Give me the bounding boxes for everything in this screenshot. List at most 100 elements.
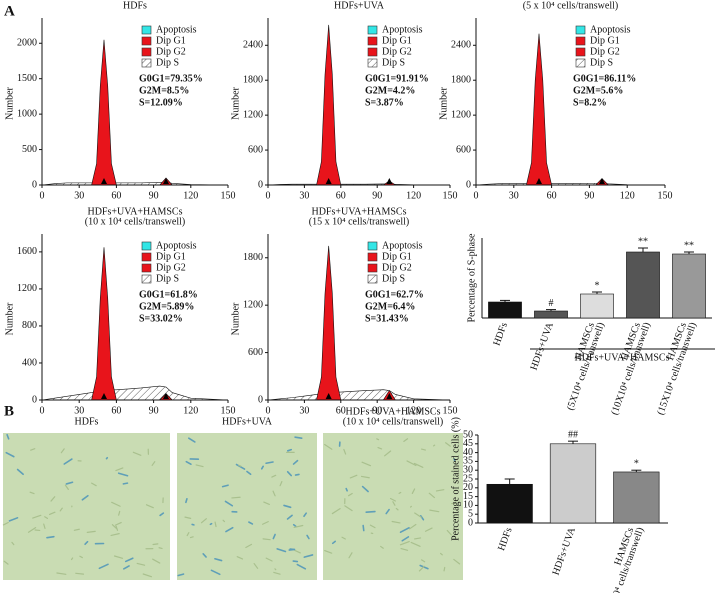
cell xyxy=(274,568,277,571)
cell xyxy=(189,536,194,539)
legend-label: Dip S xyxy=(590,57,613,68)
y-tick-label: 800 xyxy=(22,320,37,331)
cell xyxy=(331,508,341,515)
y-tick-label: 1800 xyxy=(451,75,471,86)
cell xyxy=(132,451,142,456)
legend-swatch xyxy=(367,263,378,273)
y-tick-label: 20 xyxy=(463,482,473,493)
cell xyxy=(124,557,134,563)
y-tick-label: 1200 xyxy=(243,299,263,310)
cell xyxy=(59,507,63,512)
stat-label: G0G1=61.8% xyxy=(139,289,198,300)
cell xyxy=(3,560,9,565)
legend-swatch xyxy=(141,25,152,35)
cell xyxy=(294,473,300,476)
chart-title: HDFs+UVA+HAMSCs xyxy=(523,0,618,1)
cell xyxy=(362,524,365,532)
cell xyxy=(303,512,307,518)
y-tick-label: 0 xyxy=(32,179,37,190)
cell xyxy=(413,537,422,540)
cell xyxy=(236,556,244,560)
y-tick-label: 1600 xyxy=(17,246,37,257)
cell xyxy=(151,461,156,466)
cell xyxy=(195,464,204,468)
cell xyxy=(50,496,56,502)
cell xyxy=(114,521,122,526)
peak-marker xyxy=(325,393,332,399)
cell xyxy=(246,470,252,476)
cell xyxy=(177,573,185,577)
y-tick-label: 2400 xyxy=(243,40,263,51)
x-tick-label: 60 xyxy=(336,405,346,416)
cell xyxy=(6,433,10,440)
cell xyxy=(361,461,372,467)
x-tick-label: 90 xyxy=(372,405,382,416)
cell xyxy=(64,484,69,490)
cell xyxy=(115,467,124,472)
cell xyxy=(117,472,129,477)
x-tick-label: 120 xyxy=(406,405,421,416)
legend-label: Dip G1 xyxy=(156,251,186,262)
x-tick-label: 60 xyxy=(336,190,346,201)
cell xyxy=(288,548,296,551)
cell xyxy=(118,510,121,516)
legend-label: Dip S xyxy=(156,57,179,68)
cell xyxy=(343,448,347,455)
cell xyxy=(440,552,443,556)
legend-label: Dip G1 xyxy=(590,35,620,46)
cell xyxy=(398,491,402,494)
cell xyxy=(429,509,440,513)
y-tick-label: 1500 xyxy=(17,73,37,84)
y-axis-label: Number xyxy=(230,302,241,335)
image-caption: (10 x 10⁴ cells/transwell) xyxy=(343,416,443,427)
cell xyxy=(113,555,124,559)
x-tick-label: 30 xyxy=(74,405,84,416)
micrograph xyxy=(177,433,317,580)
cell xyxy=(65,481,74,485)
x-tick-label: HDFs xyxy=(496,526,515,552)
bar xyxy=(534,310,568,319)
x-tick-label: HDFs xyxy=(491,321,510,347)
cell xyxy=(401,536,410,542)
x-tick-label: HDFs+UVA xyxy=(529,320,557,371)
peak-marker xyxy=(386,178,393,184)
cell xyxy=(221,484,229,488)
x-tick-label: 0 xyxy=(40,405,45,416)
cell xyxy=(214,557,223,562)
y-axis-label: Percentage of stained cells (%) xyxy=(450,417,461,541)
cell xyxy=(360,475,370,479)
cell xyxy=(152,558,161,564)
cell xyxy=(286,448,293,452)
y-tick-label: 1200 xyxy=(17,283,37,294)
cell xyxy=(145,504,154,509)
cell xyxy=(361,485,369,493)
cell xyxy=(86,530,96,533)
x-tick-label: 0 xyxy=(266,405,271,416)
peak-marker xyxy=(599,178,605,184)
cell xyxy=(414,512,422,518)
chart-title: HDFs+UVA+HAMSCs xyxy=(311,206,406,217)
cell xyxy=(27,527,37,533)
x-tick-label: 150 xyxy=(221,405,236,416)
significance-label: ## xyxy=(568,429,578,440)
cell xyxy=(265,557,273,562)
y-tick-label: 1000 xyxy=(17,108,37,119)
cell xyxy=(273,571,281,575)
cell xyxy=(411,488,416,495)
legend-label: Dip G2 xyxy=(590,46,620,57)
x-tick-label: 30 xyxy=(74,190,84,201)
legend-swatch xyxy=(367,58,378,68)
cell xyxy=(294,436,303,439)
chart-title: HDFs+UVA xyxy=(334,0,385,11)
y-tick-label: 1200 xyxy=(451,109,471,120)
histogram-area xyxy=(41,385,229,401)
cell xyxy=(123,565,130,570)
cell xyxy=(98,563,109,570)
x-tick-label: 60 xyxy=(111,190,121,201)
stat-label: G0G1=79.35% xyxy=(139,73,203,84)
group-label: HDFs+UVA+HAMSCs xyxy=(574,352,669,363)
peak-marker xyxy=(325,178,332,184)
cell xyxy=(248,521,254,525)
panel-letter: A xyxy=(4,3,15,19)
cell xyxy=(409,505,412,508)
